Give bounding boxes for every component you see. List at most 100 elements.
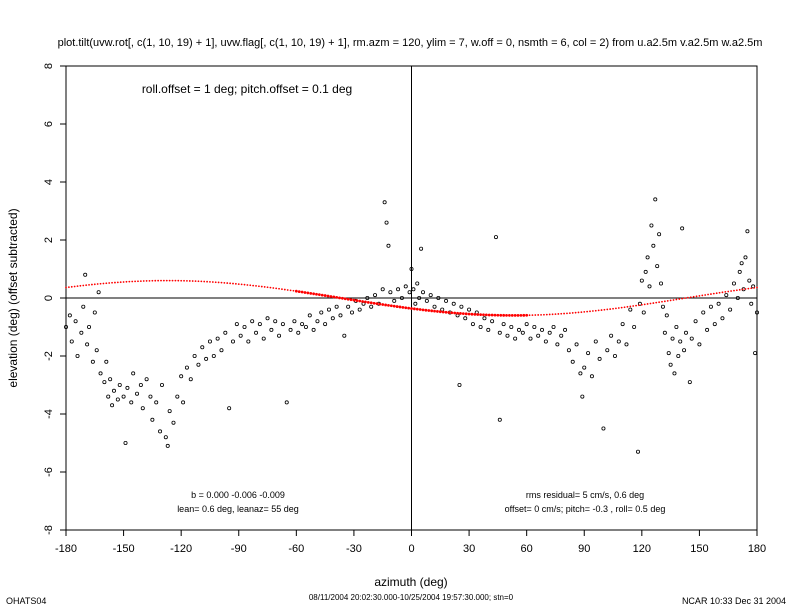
fit-curve-point <box>326 294 330 298</box>
fit-curve-point <box>646 303 649 305</box>
data-point <box>520 330 525 335</box>
data-point <box>664 313 669 318</box>
fit-curve-point <box>479 313 482 317</box>
footer-left: OHATS04 <box>6 596 46 606</box>
data-point <box>167 409 172 414</box>
fit-curve-point <box>332 295 336 299</box>
fit-curve-point <box>289 289 292 292</box>
fit-curve-point <box>82 284 85 287</box>
data-point <box>578 371 583 376</box>
data-point <box>731 281 736 286</box>
fit-curve-point <box>652 302 655 304</box>
fit-curve-point <box>378 302 382 306</box>
data-point <box>346 304 351 309</box>
fit-curve-point <box>410 307 413 310</box>
data-point <box>311 327 316 332</box>
fit-curve-point <box>551 313 554 316</box>
fit-curve-point <box>232 282 234 285</box>
data-point <box>482 316 487 321</box>
data-point <box>674 324 679 329</box>
data-point <box>96 290 101 295</box>
chart-title: plot.tilt(uvw.rot[, c(1, 10, 19) + 1], u… <box>58 37 763 49</box>
fit-curve-point <box>467 312 471 316</box>
fit-curve-point <box>638 304 640 307</box>
data-point <box>493 235 498 240</box>
fit-curve-point <box>177 279 180 282</box>
data-point <box>181 400 186 405</box>
fit-curve-point <box>681 297 684 300</box>
data-point <box>307 313 312 318</box>
fit-curve-point <box>507 313 511 317</box>
data-point <box>751 284 756 289</box>
fit-curve-point <box>499 313 503 317</box>
data-point <box>411 287 416 292</box>
annotation-offsets: roll.offset = 1 deg; pitch.offset = 0.1 … <box>142 82 352 96</box>
fit-curve-point <box>554 313 557 316</box>
fit-curve-point <box>260 285 263 288</box>
fit-curve-point <box>545 313 548 316</box>
fit-curve-point <box>540 313 542 316</box>
fit-curve-point <box>424 308 428 312</box>
fit-curve-point <box>744 288 747 290</box>
fit-curve-point <box>168 279 171 282</box>
fit-curve-point <box>623 306 626 309</box>
data-point <box>478 324 483 329</box>
fit-curve-point <box>174 279 177 282</box>
data-point <box>175 394 180 399</box>
fit-curve-point <box>404 306 408 310</box>
data-point <box>396 287 401 292</box>
fit-curve-point <box>574 311 577 314</box>
fit-curve-point <box>415 307 419 311</box>
data-point <box>574 342 579 347</box>
fit-curve-point <box>338 296 341 300</box>
data-point <box>277 333 282 338</box>
data-point <box>428 293 433 298</box>
data-point <box>593 339 598 344</box>
fit-curve-point <box>214 281 217 284</box>
fit-curve-point <box>375 302 379 306</box>
data-point <box>90 359 95 364</box>
data-point <box>612 353 617 358</box>
data-point <box>637 301 642 306</box>
data-point <box>555 342 560 347</box>
data-point <box>728 307 733 312</box>
data-point <box>470 322 475 327</box>
data-point <box>211 353 216 358</box>
fit-curve-point <box>750 287 753 290</box>
fit-curve-point <box>240 283 243 286</box>
data-point <box>131 371 136 376</box>
fit-curve-point <box>294 289 298 293</box>
fit-curve-point <box>255 285 257 287</box>
data-point <box>739 261 744 266</box>
data-point <box>582 365 587 370</box>
data-point <box>680 226 685 231</box>
data-point <box>338 313 343 318</box>
data-point <box>424 298 429 303</box>
x-axis-label: azimuth (deg) <box>374 575 447 589</box>
data-point <box>459 304 464 309</box>
data-point <box>85 342 90 347</box>
data-point <box>649 223 654 228</box>
x-tick-label: 180 <box>748 543 766 555</box>
fit-curve-point <box>412 307 416 311</box>
data-point <box>513 336 518 341</box>
data-point <box>497 417 502 422</box>
fit-curve-point <box>496 313 500 317</box>
data-point <box>693 319 698 324</box>
fit-curve-point <box>427 309 431 312</box>
fit-curve-point <box>398 305 402 309</box>
data-point <box>67 313 72 318</box>
data-point <box>407 290 412 295</box>
fit-curve-point <box>718 291 721 294</box>
fit-curve-point <box>335 295 339 299</box>
data-point <box>315 319 320 324</box>
data-point <box>219 348 224 353</box>
data-point <box>349 310 354 315</box>
data-point <box>708 304 713 309</box>
data-point <box>490 319 495 324</box>
data-point <box>110 403 115 408</box>
fit-curve-point <box>710 293 712 295</box>
data-point <box>238 333 243 338</box>
fit-curve-point <box>67 286 70 289</box>
data-point <box>753 351 758 356</box>
